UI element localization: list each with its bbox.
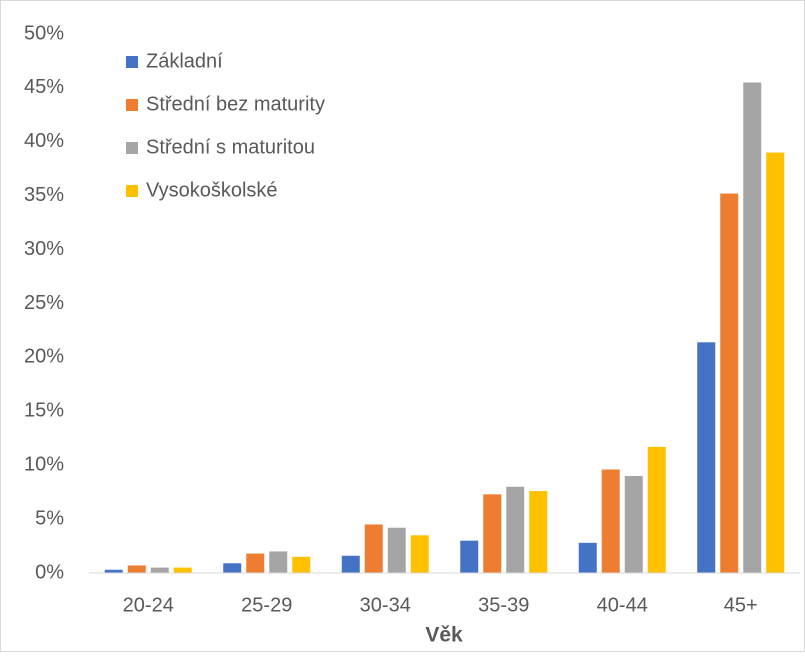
bar	[269, 551, 288, 573]
bar	[697, 342, 716, 573]
bar	[647, 446, 666, 573]
bar	[341, 555, 360, 573]
x-tick-label: 40-44	[597, 594, 648, 616]
bar	[460, 540, 479, 573]
y-tick-label: 30%	[24, 238, 64, 260]
x-tick-label: 45+	[724, 594, 758, 616]
bar	[150, 567, 169, 573]
y-tick-label: 20%	[24, 346, 64, 368]
bar	[223, 563, 242, 573]
legend-label: Střední s maturitou	[146, 136, 315, 158]
bar	[387, 527, 406, 573]
x-tick-label: 30-34	[360, 594, 411, 616]
y-tick-label: 15%	[24, 400, 64, 422]
legend-swatch	[126, 142, 138, 154]
bar	[624, 475, 643, 573]
bar	[766, 152, 785, 573]
y-tick-label: 45%	[24, 76, 64, 98]
x-tick-label: 35-39	[478, 594, 529, 616]
bar	[601, 469, 620, 573]
bar	[506, 486, 525, 573]
bar	[292, 556, 311, 573]
bar	[173, 567, 192, 573]
y-tick-label: 50%	[24, 22, 64, 44]
y-tick-label: 25%	[24, 292, 64, 314]
bar	[720, 193, 739, 573]
x-tick-label: 25-29	[241, 594, 292, 616]
bar	[410, 535, 429, 573]
legend-label: Střední bez maturity	[146, 93, 325, 115]
x-axis-title: Věk	[425, 624, 463, 647]
bar	[743, 82, 762, 573]
legend-label: Vysokoškolské	[146, 179, 278, 201]
bar	[364, 524, 383, 573]
y-tick-label: 10%	[24, 453, 64, 475]
y-tick-label: 5%	[35, 507, 64, 529]
legend-swatch	[126, 185, 138, 197]
x-tick-label: 20-24	[123, 594, 174, 616]
y-tick-label: 40%	[24, 130, 64, 152]
bar	[127, 565, 146, 573]
bar	[104, 569, 123, 573]
bar	[578, 542, 597, 573]
y-tick-label: 0%	[35, 561, 64, 583]
legend-swatch	[126, 99, 138, 111]
bar	[483, 494, 502, 573]
legend-label: Základní	[146, 50, 223, 72]
bar	[246, 553, 265, 573]
y-tick-label: 35%	[24, 184, 64, 206]
legend-swatch	[126, 56, 138, 68]
bar	[529, 491, 548, 573]
